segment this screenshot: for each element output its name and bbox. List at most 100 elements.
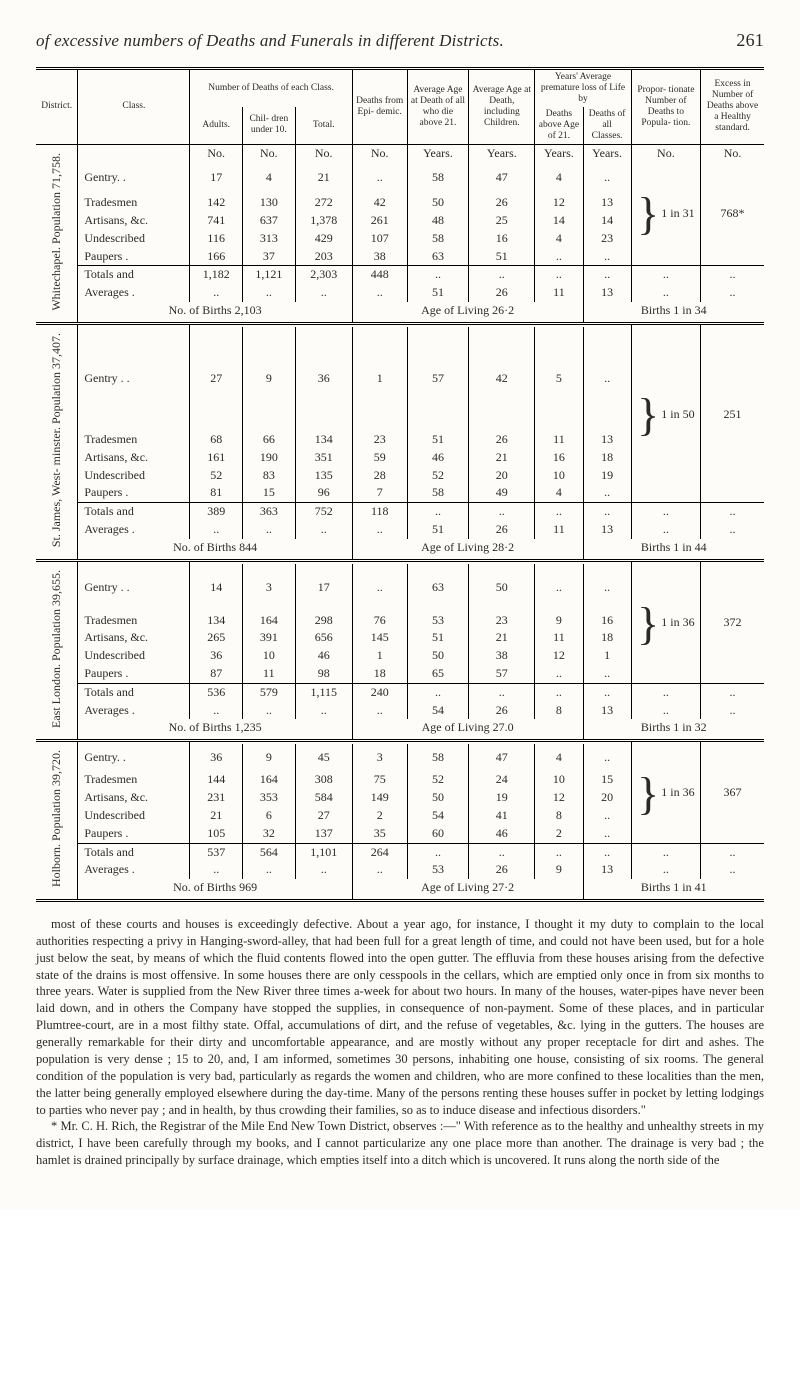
- cell-ya2: 19: [583, 467, 631, 485]
- cell-children: 15: [243, 484, 296, 502]
- cell-ya1: 12: [535, 789, 583, 807]
- cell-total: 17: [295, 564, 352, 612]
- averages-label: Averages .: [78, 284, 190, 302]
- hdr-ya2: Deaths of all Classes.: [583, 107, 631, 144]
- hdr-aad: Average Age at Death of all who die abov…: [407, 70, 469, 144]
- cell-ya2: ..: [583, 665, 631, 683]
- footer-right: Births 1 in 44: [583, 539, 764, 559]
- cell-aadi: 26: [469, 431, 535, 449]
- cell-total: 429: [295, 230, 352, 248]
- cell-children: 190: [243, 449, 296, 467]
- cell-adults: 87: [190, 665, 243, 683]
- averages-label: Averages .: [78, 702, 190, 720]
- hdr-prop: Propor- tionate Number of Deaths to Popu…: [631, 70, 700, 144]
- footer-right: Births 1 in 41: [583, 879, 764, 899]
- cell-adults: 36: [190, 647, 243, 665]
- cell-aadi: 47: [469, 162, 535, 194]
- cell-adults: 142: [190, 194, 243, 212]
- cell-epi: 23: [352, 431, 407, 449]
- cell-aad: 46: [407, 449, 469, 467]
- cell-children: 6: [243, 807, 296, 825]
- totals-label: Totals and: [78, 683, 190, 701]
- brace-label: 1 in 36: [661, 786, 694, 800]
- cell-total: 27: [295, 807, 352, 825]
- cell-aad: 58: [407, 230, 469, 248]
- class-label: Undescribed: [78, 647, 190, 665]
- cell-ya2: 16: [583, 612, 631, 630]
- class-label: Undescribed: [78, 807, 190, 825]
- cell-total: 584: [295, 789, 352, 807]
- cell-epi: 59: [352, 449, 407, 467]
- totals-label: Totals and: [78, 266, 190, 284]
- cell-adults: 52: [190, 467, 243, 485]
- class-label: Tradesmen: [78, 431, 190, 449]
- footer-left: No. of Births 969: [78, 879, 352, 899]
- cell-aad: 58: [407, 744, 469, 771]
- cell-adults: 36: [190, 744, 243, 771]
- class-label: Gentry. .: [78, 162, 190, 194]
- class-label: Paupers .: [78, 665, 190, 683]
- cell-ya2: 13: [583, 431, 631, 449]
- cell-ya1: ..: [535, 248, 583, 266]
- class-label: Paupers .: [78, 248, 190, 266]
- cell-children: 9: [243, 744, 296, 771]
- cell-total: 298: [295, 612, 352, 630]
- cell-aadi: 21: [469, 449, 535, 467]
- cell-adults: 21: [190, 807, 243, 825]
- cell-aad: 63: [407, 564, 469, 612]
- cell-aad: 58: [407, 162, 469, 194]
- cell-ya2: ..: [583, 744, 631, 771]
- class-label: Tradesmen: [78, 194, 190, 212]
- cell-ya2: ..: [583, 162, 631, 194]
- cell-ya1: 4: [535, 230, 583, 248]
- cell-aadi: 25: [469, 212, 535, 230]
- cell-adults: 105: [190, 825, 243, 843]
- cell-epi: 1: [352, 647, 407, 665]
- cell-epi: 28: [352, 467, 407, 485]
- cell-ya2: 18: [583, 629, 631, 647]
- cell-ya1: ..: [535, 564, 583, 612]
- cell-adults: 741: [190, 212, 243, 230]
- class-label: Undescribed: [78, 230, 190, 248]
- cell-ya1: 16: [535, 449, 583, 467]
- brace-cell: }1 in 36: [631, 744, 700, 843]
- running-title-text: of excessive numbers of Deaths and Funer…: [36, 31, 504, 51]
- page-root: of excessive numbers of Deaths and Funer…: [0, 0, 800, 1209]
- hdr-aadi: Average Age at Death, including Children…: [469, 70, 535, 144]
- brace-cell: }1 in 31: [631, 162, 700, 266]
- hdr-excess: Excess in Number of Deaths above a Healt…: [701, 70, 764, 144]
- class-label: Undescribed: [78, 467, 190, 485]
- cell-ya1: 5: [535, 327, 583, 431]
- cell-ya1: 4: [535, 162, 583, 194]
- table-body: Whitechapel. Population 71,758.No.No.No.…: [36, 144, 764, 899]
- cell-aad: 50: [407, 194, 469, 212]
- cell-adults: 265: [190, 629, 243, 647]
- cell-epi: 107: [352, 230, 407, 248]
- cell-adults: 14: [190, 564, 243, 612]
- page-number: 261: [736, 30, 764, 51]
- footer-right: Births 1 in 32: [583, 719, 764, 739]
- cell-adults: 81: [190, 484, 243, 502]
- hdr-children: Chil- dren under 10.: [243, 107, 296, 144]
- cell-children: 164: [243, 612, 296, 630]
- cell-ya1: ..: [535, 665, 583, 683]
- cell-aad: 58: [407, 484, 469, 502]
- brace-label: 1 in 50: [661, 408, 694, 422]
- cell-aadi: 26: [469, 194, 535, 212]
- main-table: District. Class. Number of Deaths of eac…: [36, 67, 764, 902]
- cell-aad: 50: [407, 647, 469, 665]
- cell-ya1: 11: [535, 629, 583, 647]
- cell-ya1: 12: [535, 194, 583, 212]
- cell-epi: 1: [352, 327, 407, 431]
- cell-ya2: 18: [583, 449, 631, 467]
- cell-ya2: 15: [583, 771, 631, 789]
- cell-epi: 18: [352, 665, 407, 683]
- cell-total: 134: [295, 431, 352, 449]
- brace-label: 1 in 36: [661, 616, 694, 630]
- class-label: Paupers .: [78, 825, 190, 843]
- cell-adults: 144: [190, 771, 243, 789]
- cell-ya2: 20: [583, 789, 631, 807]
- cell-aadi: 19: [469, 789, 535, 807]
- cell-ya2: ..: [583, 564, 631, 612]
- cell-children: 9: [243, 327, 296, 431]
